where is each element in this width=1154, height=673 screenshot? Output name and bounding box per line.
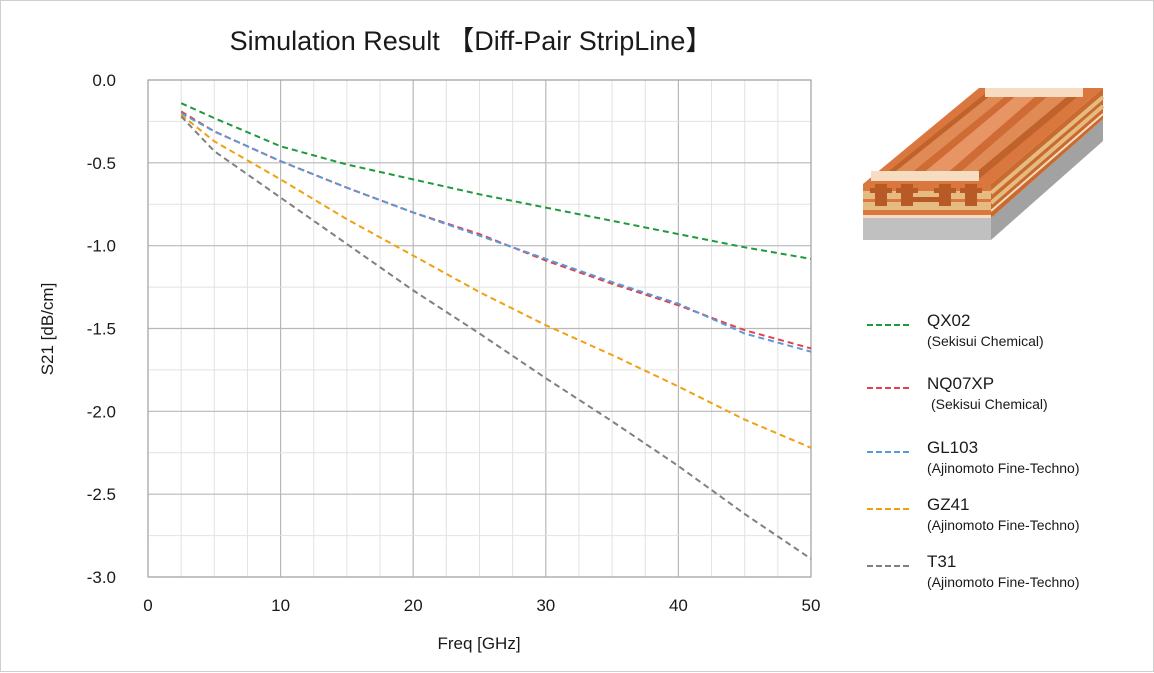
series-line-qx02: [180, 102, 812, 260]
legend-series-maker: (Ajinomoto Fine-Techno): [927, 460, 1080, 476]
legend-series-maker: (Ajinomoto Fine-Techno): [927, 574, 1080, 590]
y-tick-label: -2.5: [87, 485, 116, 504]
x-tick-label: 30: [536, 596, 555, 615]
legend-swatch: [867, 324, 909, 326]
legend-series-maker: (Ajinomoto Fine-Techno): [927, 517, 1080, 533]
series-line-nq07xp: [180, 110, 812, 350]
y-tick-label: -1.5: [87, 320, 116, 339]
pcb-stripline-cross-section-icon: [861, 83, 1111, 253]
x-tick-label: 40: [669, 596, 688, 615]
x-tick-label: 10: [271, 596, 290, 615]
legend-item-gl103: GL103 (Ajinomoto Fine-Techno): [865, 438, 1150, 490]
x-tick-label: 0: [143, 596, 152, 615]
legend-swatch: [867, 451, 909, 453]
series-line-gz41: [180, 114, 812, 449]
legend-item-t31: T31 (Ajinomoto Fine-Techno): [865, 552, 1150, 604]
legend-swatch: [867, 387, 909, 389]
y-axis-label: S21 [dB/cm]: [38, 283, 57, 376]
plot-border: [147, 79, 812, 578]
base-side: [991, 119, 1103, 240]
x-tick-label: 50: [802, 596, 821, 615]
series-line-gl103: [180, 112, 812, 353]
legend-series-name: T31: [927, 552, 957, 571]
legend-swatch: [867, 565, 909, 567]
legend-swatch: [867, 508, 909, 510]
legend-series-maker: (Sekisui Chemical): [931, 396, 1048, 412]
legend-series-name: GL103: [927, 438, 979, 457]
legend-item-qx02: QX02 (Sekisui Chemical): [865, 311, 1150, 363]
y-tick-label: -0.5: [87, 154, 116, 173]
base-front: [863, 217, 991, 240]
series-line-t31: [180, 115, 812, 560]
legend-series-name: NQ07XP: [927, 374, 995, 393]
y-tick-label: -2.0: [87, 402, 116, 421]
legend-item-nq07xp: NQ07XP (Sekisui Chemical): [865, 374, 1150, 426]
x-axis-label: Freq [GHz]: [437, 634, 520, 653]
y-tick-label: -3.0: [87, 568, 116, 587]
legend-item-gz41: GZ41 (Ajinomoto Fine-Techno): [865, 495, 1150, 547]
y-tick-label: 0.0: [92, 71, 116, 90]
legend-series-maker: (Sekisui Chemical): [927, 333, 1044, 349]
legend-series-name: GZ41: [927, 495, 970, 514]
chart-title: Simulation Result 【Diff-Pair StripLine】: [229, 26, 713, 56]
x-tick-label: 20: [404, 596, 423, 615]
legend-series-name: QX02: [927, 311, 971, 330]
y-tick-label: -1.0: [87, 237, 116, 256]
